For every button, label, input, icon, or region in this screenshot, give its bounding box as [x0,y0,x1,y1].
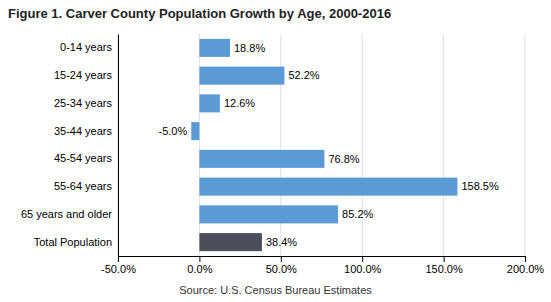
title: Figure 1. Carver County Population Growt… [8,6,391,21]
x-tick: -50.0% [101,256,136,275]
y-tick: 45-54 years [54,152,118,164]
bar [199,67,284,85]
bar [199,94,220,112]
bar [199,205,338,223]
y-tick-label: 65 years and older [21,208,112,220]
data-label: -5.0% [159,125,188,137]
y-tick-label: 45-54 years [54,152,113,164]
y-axis-line [118,35,119,257]
y-tick-label: 15-24 years [54,69,113,81]
bar [191,122,199,140]
data-label: 18.8% [234,42,265,54]
x-tick-label: 50.0% [266,263,297,275]
data-label: 158.5% [461,180,499,192]
x-tick-mark [281,256,282,262]
y-tick-label: 55-64 years [54,180,113,192]
x-tick-label: 0.0% [187,263,212,275]
x-tick-mark [525,256,526,262]
x-tick-mark [118,256,119,262]
data-label: 38.4% [266,236,297,248]
x-tick-mark [444,256,445,262]
chart: Figure 1. Carver County Population Growt… [0,0,551,302]
x-tick-label: -50.0% [101,263,136,275]
data-label: 52.2% [288,69,319,81]
x-tick: 200.0% [507,256,545,275]
bar [199,39,230,57]
data-labels: 18.8% 52.2% 12.6% -5.0% 76.8% 158.5% 85.2% 38.4… [159,42,499,248]
x-tick: 50.0% [266,256,297,275]
data-label: 76.8% [328,153,359,165]
grid-line [525,34,526,256]
plot: -50.0% 0.0% 50.0% 100.0% 150.0% 200.0% 0-14 ye… [21,34,544,275]
x-tick: 150.0% [425,256,463,275]
bar [199,150,324,168]
grid-line [118,34,119,256]
y-tick: Total Population [34,236,118,248]
data-label: 85.2% [342,208,373,220]
y-tick: 25-34 years [54,97,118,109]
y-tick-label: 35-44 years [54,125,113,137]
y-tick: 35-44 years [54,125,118,137]
y-tick: 15-24 years [54,69,118,81]
bar [199,178,457,196]
x-axis: -50.0% 0.0% 50.0% 100.0% 150.0% 200.0% [101,256,544,275]
grid-line [443,34,444,256]
y-tick: 65 years and older [21,208,118,220]
y-tick-label: Total Population [34,236,112,248]
x-tick-label: 100.0% [344,263,382,275]
annotation: Source: U.S. Census Bureau Estimates [179,284,372,296]
x-tick-label: 150.0% [425,263,463,275]
bars [191,39,457,251]
x-tick-label: 200.0% [507,263,545,275]
x-tick-mark [199,256,200,262]
grid-line [362,34,363,256]
y-axis: 0-14 years 15-24 years 25-34 years 35-44 ye… [21,35,119,257]
y-tick: 55-64 years [54,180,118,192]
x-tick: 100.0% [344,256,382,275]
x-axis-line [119,257,526,263]
x-tick: 0.0% [187,256,212,275]
x-tick-mark [362,256,363,262]
data-label: 12.6% [224,97,255,109]
y-tick: 0-14 years [60,41,118,53]
grid [118,34,525,256]
y-tick-label: 25-34 years [54,97,113,109]
y-tick-label: 0-14 years [60,41,112,53]
bar [199,233,262,251]
